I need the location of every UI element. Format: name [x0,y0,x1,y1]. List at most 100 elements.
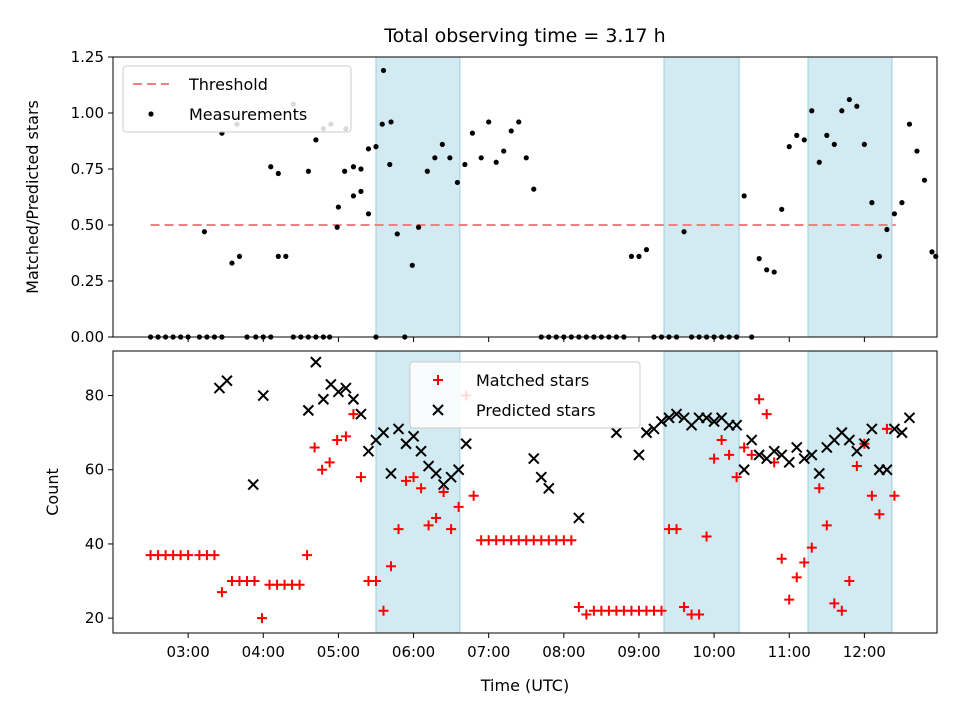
observing-window [375,56,461,338]
predicted-star-marker [340,382,352,394]
matched-star-marker [294,579,305,590]
predicted-star-marker [347,393,360,405]
matched-star-marker [814,483,825,494]
y-tick-label: 0.25 [71,272,104,290]
measurement-point [523,155,529,161]
matched-star-marker [393,524,404,535]
x-tick-label: 05:00 [317,643,360,661]
measurement-point [365,146,372,152]
predicted-star-marker [745,434,758,446]
measurement-point [447,155,453,161]
predicted-star-marker [610,426,623,439]
matched-star-marker [566,535,577,546]
measurement-point [681,229,687,235]
matched-star-marker [370,576,381,587]
legend-label: Measurements [189,105,307,124]
y-tick-label: 80 [85,387,104,405]
matched-star-marker [746,449,757,460]
measurement-point [229,260,235,266]
matched-star-marker [761,409,772,420]
matched-star-marker [183,550,194,561]
axes-frame [112,350,938,634]
series-x [213,356,916,524]
measurement-point [305,168,311,174]
matched-star-marker [716,435,727,446]
legend-x-swatch [432,404,444,416]
measurement-point [786,144,792,150]
matched-star-marker [209,550,220,561]
matched-star-marker [694,609,705,620]
measurement-point [771,269,777,275]
matched-star-marker [216,587,227,598]
measurement-point [342,168,348,174]
matched-star-marker [257,613,268,624]
predicted-star-marker [407,430,420,443]
measurement-point [462,161,468,168]
measurement-point [275,253,281,259]
predicted-star-marker [377,426,390,439]
matched-star-marker [874,509,885,520]
matched-star-marker [731,472,742,483]
measurement-point [334,224,340,230]
matched-star-marker [701,531,712,542]
predicted-star-marker [317,393,330,405]
measurement-point [373,144,379,150]
matched-star-marker [431,512,442,523]
measurement-point [313,137,319,143]
matched-star-marker [309,442,320,453]
matched-star-marker [799,557,810,568]
measurement-point [914,148,920,154]
matched-star-marker [249,576,260,587]
matched-star-marker [739,442,750,453]
observing-window [807,350,893,634]
matched-star-marker [332,435,343,446]
measurement-point [921,177,928,183]
measurement-point [379,121,385,127]
measurement-point [268,164,274,170]
measurement-point [358,166,364,172]
predicted-star-marker [813,467,825,480]
measurement-point [236,253,243,259]
measurement-point [493,159,499,165]
predicted-star-marker [640,426,653,439]
measurement-point [764,267,770,273]
predicted-star-marker [452,464,465,476]
y-tick-label: 0.75 [71,160,104,178]
predicted-star-marker [791,441,803,454]
matched-star-marker [340,431,351,442]
matched-star-marker [581,609,592,620]
matched-star-marker [889,490,900,501]
predicted-star-marker [768,445,780,457]
predicted-star-marker [302,404,315,417]
measurement-point [846,96,852,103]
matched-star-marker [806,542,817,553]
ratio-panel: 0.00 0.25 0.50 0.75 1.00 1.25 Matched/Predicte… [23,48,939,346]
measurement-point [358,188,364,194]
predicted-star-marker [257,389,269,402]
predicted-star-marker [655,415,668,428]
observing-window [663,56,740,338]
matched-star-marker [791,572,802,583]
legend-dot-swatch [148,111,154,117]
measurement-point [335,204,342,210]
measurement-point [531,186,537,192]
measurement-point [275,170,281,177]
measurement-point [454,179,460,186]
measurement-point [884,226,890,233]
predicted-star-marker [881,464,893,476]
measurement-point [516,119,522,125]
predicted-star-marker [415,445,427,457]
measurement-point [283,253,289,259]
predicted-star-marker [783,456,795,469]
measurement-point [933,253,939,259]
x-tick-label: 09:00 [617,643,660,661]
matched-star-marker [302,550,313,561]
matched-star-marker [401,475,412,486]
matched-star-marker [656,605,667,616]
predicted-star-marker [528,452,540,465]
predicted-star-marker [663,412,675,424]
matched-star-marker [408,472,419,483]
measurement-point [809,108,815,114]
measurement-point [501,148,507,154]
matched-star-marker [423,520,434,531]
